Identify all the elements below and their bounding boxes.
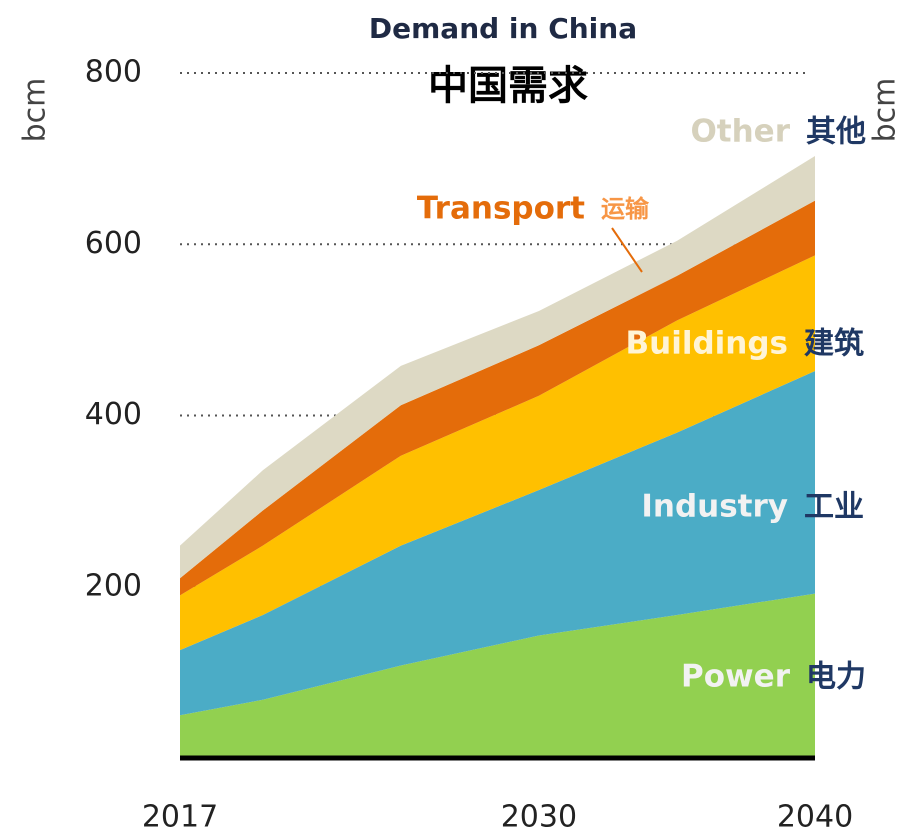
- x-tick-label: 2040: [777, 800, 853, 835]
- series-label-zh: 工业: [804, 490, 864, 525]
- area: [180, 593, 815, 758]
- x-tick-label: 2030: [501, 800, 577, 835]
- y-tick-label: 400: [85, 397, 142, 432]
- series-label-zh: 其他: [806, 115, 866, 150]
- y-tick-label: 200: [85, 568, 142, 603]
- y-axis-label: bcm: [18, 78, 53, 143]
- area: [180, 200, 815, 596]
- series-label: Industry: [641, 489, 788, 525]
- series-label-zh: 建筑: [804, 327, 864, 362]
- y-tick-label: 600: [85, 226, 142, 261]
- area: [180, 156, 815, 579]
- series-label: Other: [690, 114, 790, 150]
- chart-title: Demand in China: [369, 12, 637, 45]
- annotation-leader: [611, 227, 643, 273]
- chart-subtitle: 中国需求: [428, 63, 588, 109]
- x-tick-label: 2017: [142, 800, 218, 835]
- series-label-zh: 运输: [601, 195, 650, 223]
- series-label-zh: 电力: [806, 660, 866, 695]
- area: [180, 255, 815, 651]
- y2-axis-label: bcm: [868, 78, 903, 143]
- series-label: Buildings: [626, 326, 788, 362]
- series-label: Power: [681, 659, 791, 695]
- series-label: Transport: [417, 191, 585, 227]
- area: [180, 370, 815, 716]
- y-tick-label: 800: [85, 55, 142, 90]
